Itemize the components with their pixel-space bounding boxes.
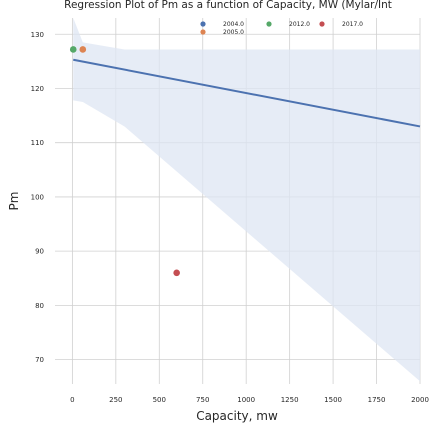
- y-tick-label: 120: [31, 85, 44, 93]
- x-tick-label: 750: [196, 396, 209, 404]
- y-axis-ticks: 70 80 90 100 110 120 130: [31, 31, 44, 364]
- y-tick-label: 70: [35, 356, 44, 364]
- regression-line: [73, 58, 421, 128]
- y-axis-label: Pm: [7, 192, 21, 211]
- legend-label: 2005.0: [223, 29, 244, 36]
- x-tick-label: 250: [109, 396, 122, 404]
- x-tick-label: 2000: [411, 396, 429, 404]
- x-tick-label: 1000: [237, 396, 255, 404]
- legend-label: 2012.0: [289, 21, 310, 28]
- legend-marker-2017.0: [319, 21, 325, 27]
- legend-marker-2012.0: [266, 21, 272, 27]
- legend-marker-2005.0: [200, 29, 206, 35]
- legend-marker-2004.0: [200, 21, 206, 27]
- regression-fit-line: [73, 58, 421, 128]
- y-tick-label: 80: [35, 302, 44, 310]
- legend-label: 2017.0: [342, 21, 363, 28]
- y-tick-label: 90: [35, 248, 44, 256]
- point-2005.0-0: [79, 46, 87, 53]
- x-tick-label: 1500: [324, 396, 342, 404]
- y-tick-label: 130: [31, 31, 44, 39]
- point-2012.0-0: [69, 46, 77, 53]
- x-axis-ticks: 0 250 500 750 1000 1250 1500 1750 2000: [70, 396, 429, 404]
- x-tick-label: 1250: [281, 396, 299, 404]
- y-tick-label: 110: [31, 139, 44, 147]
- y-tick-label: 100: [31, 193, 44, 201]
- chart-title: Regression Plot of Pm as a function of C…: [64, 0, 392, 11]
- x-axis-label: Capacity, mw: [196, 409, 278, 423]
- legend-label: 2004.0: [223, 21, 244, 28]
- x-tick-label: 500: [153, 396, 166, 404]
- x-tick-label: 1750: [368, 396, 386, 404]
- point-2017.0-0: [173, 269, 180, 277]
- scatter-points: [69, 46, 180, 277]
- x-tick-label: 0: [70, 396, 74, 404]
